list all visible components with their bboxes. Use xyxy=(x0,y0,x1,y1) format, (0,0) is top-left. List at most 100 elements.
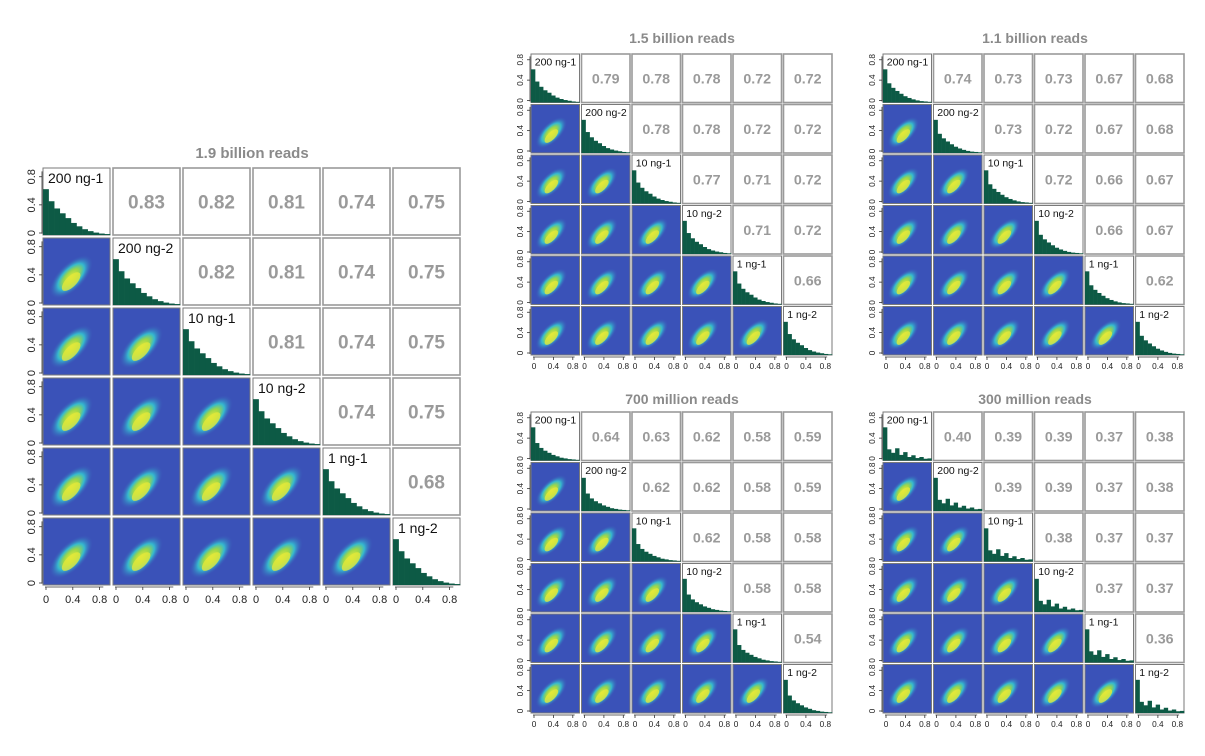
histogram-bar xyxy=(749,294,754,305)
sample-label: 200 ng-2 xyxy=(585,107,627,119)
correlation-cell xyxy=(182,167,251,236)
histogram-bar xyxy=(543,450,548,461)
histogram-bar xyxy=(919,101,924,103)
histogram-bar xyxy=(597,143,603,153)
histogram-bar xyxy=(640,187,645,204)
histogram-bar xyxy=(682,220,687,254)
x-tick-label: 0.4 xyxy=(345,594,360,606)
histogram-bar xyxy=(448,583,455,585)
histogram-bar xyxy=(113,259,119,305)
correlation-cell xyxy=(732,461,783,512)
y-tick-label: 0.4 xyxy=(516,74,525,86)
histogram-bar xyxy=(1028,559,1033,562)
correlation-value: 0.74 xyxy=(338,193,375,214)
histogram-bar xyxy=(356,506,363,515)
y-tick-label: 0 xyxy=(26,300,38,306)
correlation-value: 0.79 xyxy=(592,72,620,88)
x-tick-label: 0 xyxy=(1086,720,1091,729)
histogram-bar xyxy=(551,454,556,461)
correlation-value: 0.38 xyxy=(1146,430,1174,446)
correlation-value: 0.36 xyxy=(1146,632,1174,648)
histogram-bar xyxy=(803,348,809,355)
histogram-bar xyxy=(791,339,796,355)
y-tick-label: 0.4 xyxy=(516,326,525,338)
correlation-value: 0.81 xyxy=(268,263,305,284)
histogram-bar xyxy=(753,656,758,663)
correlation-cell xyxy=(782,411,833,462)
correlation-value: 0.75 xyxy=(408,333,445,354)
histogram-bar xyxy=(76,226,83,235)
histogram-bar xyxy=(585,493,590,511)
correlation-value: 0.72 xyxy=(794,122,822,138)
y-tick-label: 0.8 xyxy=(868,462,877,474)
correlation-value: 0.58 xyxy=(743,531,771,547)
histogram-bar xyxy=(1078,609,1084,612)
correlation-value: 0.37 xyxy=(1095,430,1123,446)
x-tick-label: 0 xyxy=(1035,720,1040,729)
histogram-bar xyxy=(1105,298,1110,305)
correlation-cell xyxy=(932,53,983,104)
histogram-bar xyxy=(621,509,627,511)
histogram-bar xyxy=(1062,250,1068,254)
y-tick-label: 0.4 xyxy=(868,175,877,187)
correlation-value: 0.74 xyxy=(944,72,972,88)
correlation-cell xyxy=(1033,411,1084,462)
sample-label: 10 ng-1 xyxy=(188,310,236,326)
histogram-bar xyxy=(648,193,653,204)
histogram-bar xyxy=(783,321,788,355)
correlation-value: 0.62 xyxy=(693,430,721,446)
histogram-bar xyxy=(668,201,673,204)
histogram-bar xyxy=(378,513,385,515)
density-core xyxy=(131,482,151,501)
correlation-cell xyxy=(983,53,1034,104)
correlation-value: 0.74 xyxy=(338,263,375,284)
histogram-bar xyxy=(656,198,661,204)
histogram-bar xyxy=(945,141,950,153)
histogram-bar xyxy=(969,151,975,153)
y-tick-label: 0 xyxy=(868,350,877,355)
density-core xyxy=(645,230,660,244)
x-tick-label: 0.8 xyxy=(769,720,781,729)
y-tick-label: 0 xyxy=(516,98,525,103)
density-core xyxy=(271,552,291,571)
histogram-bar xyxy=(949,144,955,153)
y-tick-label: 0 xyxy=(26,230,38,236)
histogram-bar xyxy=(984,170,989,204)
correlation-value: 0.68 xyxy=(1146,72,1174,88)
histogram-bar xyxy=(551,95,556,103)
histogram-bar xyxy=(915,100,920,103)
density-core xyxy=(645,689,660,703)
x-tick-label: 0 xyxy=(183,594,189,606)
correlation-value: 0.37 xyxy=(1146,581,1174,597)
histogram-bar xyxy=(367,511,374,515)
histogram-bar xyxy=(1024,202,1029,204)
histogram-bar xyxy=(1074,252,1080,254)
x-tick-label: 0 xyxy=(683,362,688,371)
histogram-bar xyxy=(393,539,399,585)
histogram-bar xyxy=(823,353,829,355)
correlation-cell xyxy=(1134,512,1185,563)
correlation-cell xyxy=(782,613,833,664)
histogram-bar xyxy=(1171,353,1177,355)
histogram-bar xyxy=(668,560,673,562)
correlation-cell xyxy=(322,377,391,446)
density-core xyxy=(947,331,961,345)
histogram-bar xyxy=(314,444,321,445)
histogram-bar xyxy=(1179,710,1185,713)
correlation-value: 0.75 xyxy=(408,403,445,424)
x-tick-label: 0.4 xyxy=(750,362,762,371)
histogram-bar xyxy=(59,213,66,235)
histogram-bar xyxy=(575,101,580,103)
correlation-value: 0.39 xyxy=(1045,480,1073,496)
density-core xyxy=(201,412,221,431)
x-tick-label: 0.4 xyxy=(1152,720,1164,729)
density-core xyxy=(595,537,609,552)
correlation-value: 0.39 xyxy=(994,480,1022,496)
histogram-bar xyxy=(644,191,649,204)
x-tick-label: 0.4 xyxy=(800,362,812,371)
x-tick-label: 0.8 xyxy=(442,594,457,606)
histogram-bar xyxy=(706,607,712,612)
x-tick-label: 0.8 xyxy=(919,720,931,729)
density-core xyxy=(61,482,81,501)
histogram-bar xyxy=(765,660,770,663)
